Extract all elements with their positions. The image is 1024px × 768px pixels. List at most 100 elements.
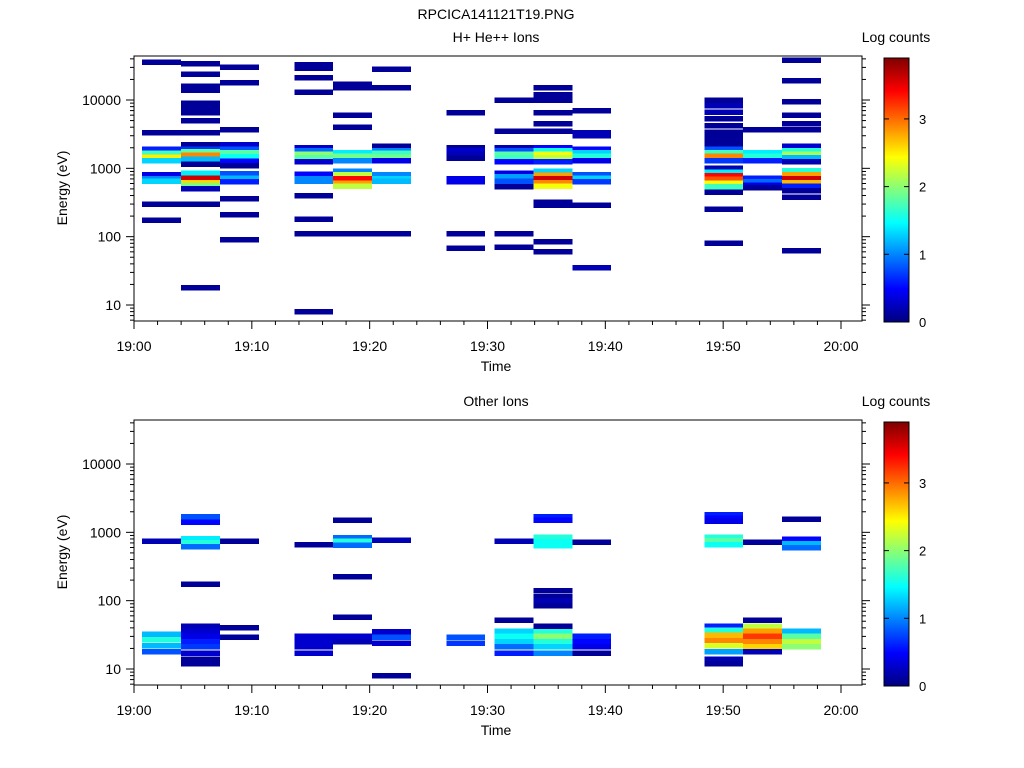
heatmap-cell xyxy=(181,179,220,186)
heatmap-cell xyxy=(294,178,334,184)
colorbar-tick-label: 2 xyxy=(919,544,926,559)
heatmap-cell xyxy=(446,634,486,641)
heatmap-cell xyxy=(181,633,220,640)
heatmap-cell xyxy=(533,91,573,98)
heatmap-cell xyxy=(446,231,486,237)
heatmap-cell xyxy=(333,149,372,156)
heatmap-cell xyxy=(572,149,612,156)
heatmap-cell xyxy=(333,176,372,182)
y-tick-label: 10 xyxy=(105,297,121,313)
heatmap-cell xyxy=(533,623,573,630)
heatmap-cell xyxy=(142,217,182,223)
heatmap-cell xyxy=(704,660,744,667)
heatmap-cell xyxy=(704,123,744,129)
heatmap-cell xyxy=(743,639,783,645)
heatmap-cell xyxy=(220,211,259,218)
heatmap-cell xyxy=(533,85,573,91)
heatmap-cell xyxy=(142,59,182,65)
heatmap-cell xyxy=(294,151,334,158)
x-tick-label: 20:00 xyxy=(823,702,858,718)
heatmap-cell xyxy=(142,636,182,643)
heatmap-cell xyxy=(181,104,220,111)
heatmap-cell xyxy=(142,201,182,207)
heatmap-cell xyxy=(333,573,372,580)
heatmap-cell xyxy=(333,153,372,160)
heatmap-cell xyxy=(533,587,573,594)
heatmap-cell xyxy=(372,85,411,91)
heatmap-cell xyxy=(533,629,573,635)
heatmap-cell xyxy=(782,644,821,650)
heatmap-cell xyxy=(494,159,534,165)
heatmap-cell xyxy=(372,178,411,184)
heatmap-cell xyxy=(446,640,486,646)
heatmap-cell xyxy=(181,660,220,667)
heatmap-cell xyxy=(294,61,334,68)
heatmap-cell xyxy=(743,623,783,630)
heatmap-cell xyxy=(181,182,220,189)
y-tick-label: 100 xyxy=(98,229,122,245)
heatmap-cell xyxy=(142,146,182,153)
heatmap-cell xyxy=(704,165,744,172)
heatmap-cell xyxy=(294,192,334,199)
heatmap-cell xyxy=(181,536,220,542)
heatmap-cells-other-ions xyxy=(142,512,821,679)
heatmap-cell xyxy=(372,231,411,237)
heatmap-cell xyxy=(782,183,821,189)
heatmap-cell xyxy=(294,155,334,161)
heatmap-cell xyxy=(782,155,821,161)
x-tick-label: 19:20 xyxy=(352,338,387,354)
x-tick-label: 19:40 xyxy=(588,338,623,354)
y-tick-label: 1000 xyxy=(90,160,121,176)
heatmap-cell xyxy=(704,149,744,156)
heatmap-cell xyxy=(572,178,612,185)
heatmap-cell xyxy=(533,128,573,134)
heatmap-cell xyxy=(294,216,334,222)
heatmap-cell xyxy=(181,142,220,148)
heatmap-cell xyxy=(181,71,220,77)
heatmap-cell xyxy=(372,537,411,544)
heatmap-cell xyxy=(533,633,573,640)
heatmap-cell xyxy=(533,650,573,656)
heatmap-cell xyxy=(372,143,411,150)
heatmap-cell xyxy=(743,126,783,133)
heatmap-cell xyxy=(220,64,259,71)
heatmap-cell xyxy=(333,231,372,237)
heatmap-cell xyxy=(333,172,372,178)
heatmap-cell xyxy=(704,642,744,649)
heatmap-cell xyxy=(704,134,744,140)
heatmap-cell xyxy=(494,650,534,656)
heatmap-cell xyxy=(782,57,821,64)
heatmap-cell xyxy=(782,126,821,133)
heatmap-cell xyxy=(494,231,534,237)
heatmap-cell xyxy=(704,146,744,153)
x-tick-label: 19:20 xyxy=(352,702,387,718)
heatmap-cell xyxy=(743,149,783,156)
heatmap-cell xyxy=(743,178,783,185)
heatmap-cell xyxy=(333,85,372,91)
y-axis-label-h-ions: Energy (eV) xyxy=(54,151,70,226)
heatmap-cell xyxy=(142,631,182,638)
x-tick-label: 20:00 xyxy=(823,338,858,354)
heatmap-cell xyxy=(494,148,534,154)
heatmap-cell xyxy=(743,644,783,650)
heatmap-cell xyxy=(704,534,744,540)
heatmap-cell xyxy=(704,632,744,639)
heatmap-cell xyxy=(446,145,486,151)
heatmap-cell xyxy=(372,150,411,157)
colorbar-ticks-h-ions: 0 1 2 3 xyxy=(884,112,926,330)
heatmap-cell xyxy=(743,175,783,181)
heatmap-cell xyxy=(494,145,534,151)
panel-title-other-ions: Other Ions xyxy=(463,393,528,409)
heatmap-cell xyxy=(704,143,744,150)
heatmap-cell xyxy=(494,644,534,650)
heatmap-cell xyxy=(446,151,486,158)
x-tick-label: 19:10 xyxy=(234,702,269,718)
heatmap-cell xyxy=(333,183,372,190)
heatmap-cell xyxy=(181,60,220,67)
heatmap-cell xyxy=(333,542,372,548)
heatmap-cell xyxy=(782,78,821,84)
heatmap-cell xyxy=(572,107,612,114)
heatmap-cell xyxy=(294,148,334,154)
heatmap-cell xyxy=(220,126,259,133)
